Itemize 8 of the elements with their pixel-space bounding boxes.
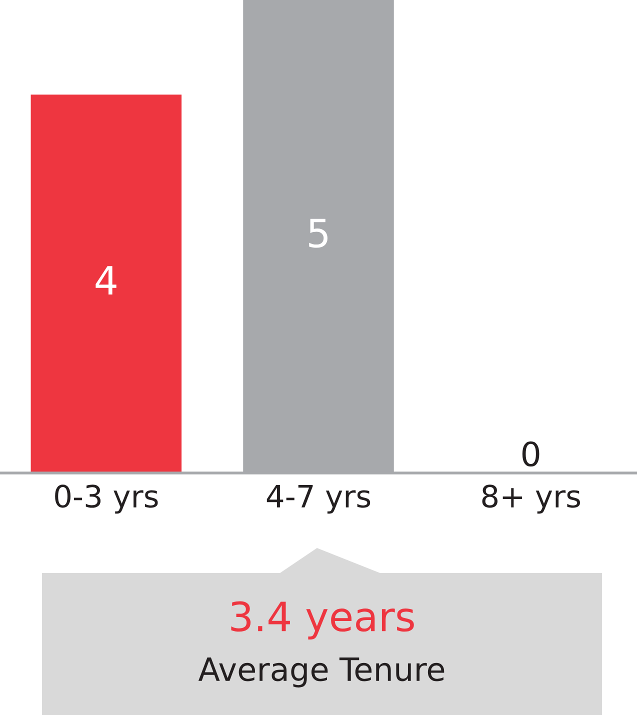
x-tick-label: 0-3 yrs [55,484,158,514]
x-tick-label: 8+ yrs [482,484,580,514]
data-label: 5 [309,218,328,248]
x-tick-label: 4-7 yrs [266,485,370,514]
text: Average Tenure [198,658,444,688]
data-label: 4 [96,266,116,295]
data-label: 0 [522,441,540,467]
text: 3.4 years [231,601,414,640]
